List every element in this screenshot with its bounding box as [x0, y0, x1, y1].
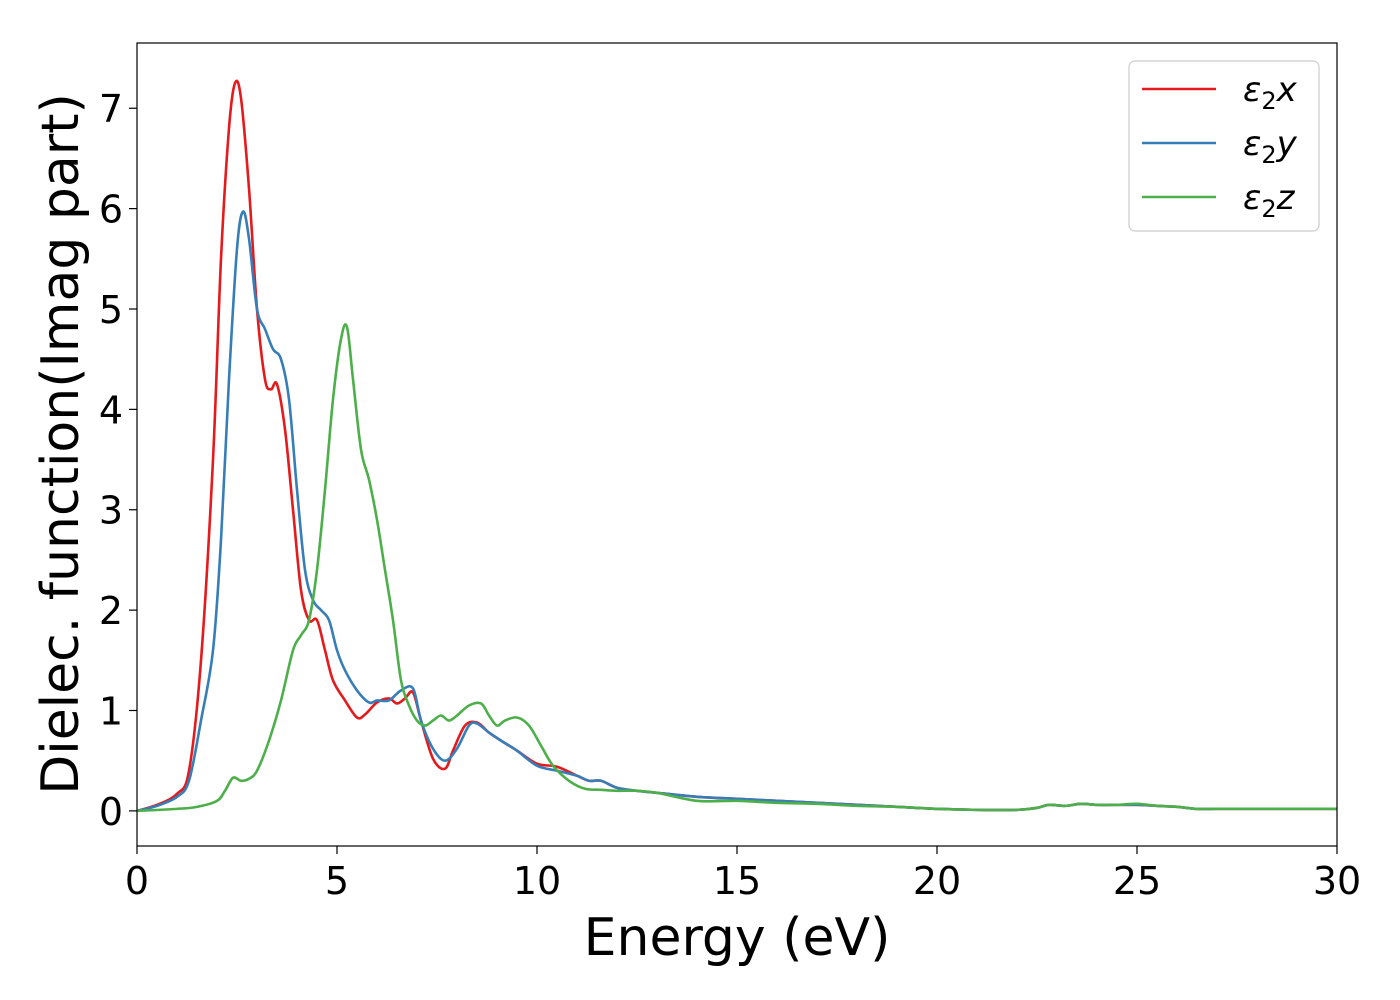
x-tick-label: 0	[125, 859, 149, 903]
x-tick-label: 5	[325, 859, 349, 903]
y-tick-label: 4	[99, 388, 123, 432]
series-line-z	[136, 323, 1337, 813]
x-axis-ticks: 0 5 10 15 20 25 30	[125, 846, 1361, 903]
y-tick-label: 3	[99, 489, 123, 533]
plot-frame	[136, 42, 1338, 847]
legend-label-variable: x	[1276, 70, 1298, 110]
legend-label-subscript: 2	[1261, 195, 1276, 223]
y-tick-label: 0	[99, 790, 123, 834]
x-tick-label: 10	[513, 859, 561, 903]
legend-label-variable: y	[1276, 124, 1298, 164]
legend-label-x: ε2x	[1243, 70, 1298, 115]
y-tick-label: 2	[99, 589, 123, 633]
y-tick-label: 6	[99, 188, 123, 232]
x-tick-label: 30	[1313, 859, 1361, 903]
legend-label-subscript: 2	[1261, 141, 1276, 169]
legend-box	[1128, 60, 1320, 232]
legend-label-subscript: 2	[1261, 87, 1276, 115]
legend-label-z: ε2z	[1243, 178, 1296, 223]
legend-label-y: ε2y	[1243, 124, 1298, 169]
x-axis-label: Energy (eV)	[584, 908, 891, 968]
y-tick-label: 7	[99, 87, 123, 131]
legend-label-base: ε	[1243, 124, 1261, 164]
x-tick-label: 25	[1113, 859, 1161, 903]
y-axis-label: Dielec. function(Imag part)	[31, 93, 91, 795]
legend-label-base: ε	[1243, 70, 1261, 110]
y-tick-label: 5	[99, 288, 123, 332]
x-tick-label: 15	[713, 859, 761, 903]
legend-label-base: ε	[1243, 178, 1261, 218]
y-axis-ticks: 0 1 2 3 4 5 6 7	[99, 87, 137, 834]
series-line-y	[136, 210, 1337, 813]
legend-label-variable: z	[1276, 178, 1296, 218]
y-tick-label: 1	[99, 689, 123, 733]
x-tick-label: 20	[913, 859, 961, 903]
plot-area	[136, 79, 1337, 813]
